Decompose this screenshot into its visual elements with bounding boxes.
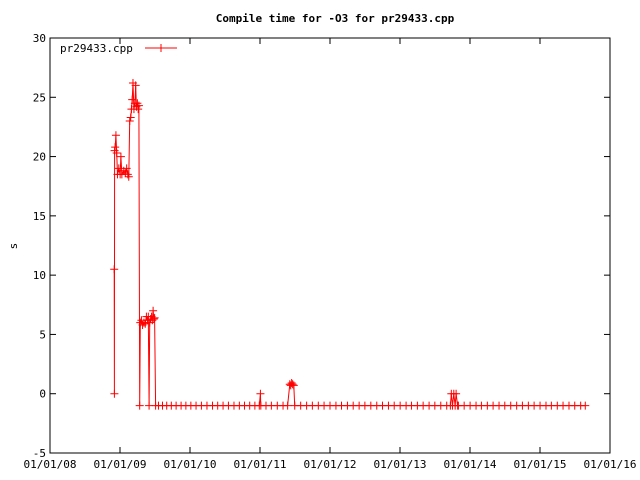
y-tick-label: 0	[39, 388, 46, 401]
data-point	[111, 143, 120, 152]
x-tick-label: 01/01/14	[444, 458, 497, 471]
data-point	[452, 389, 461, 398]
x-tick-label: 01/01/13	[374, 458, 427, 471]
data-point	[581, 401, 590, 410]
x-axis-ticks: 01/01/08 01/01/09 01/01/10 01/01/11 01/01/12…	[24, 38, 637, 471]
data-point	[116, 152, 125, 161]
x-tick-label: 01/01/08	[24, 458, 77, 471]
data-point	[112, 149, 121, 158]
x-tick-label: 01/01/11	[234, 458, 287, 471]
series-pr29433	[110, 79, 590, 410]
data-point	[134, 105, 143, 114]
y-axis-ticks: -5 0 5 10 15 20 25 30	[33, 32, 610, 460]
y-tick-label: 20	[33, 151, 46, 164]
series-points	[110, 79, 590, 410]
data-point	[124, 172, 133, 181]
data-point	[134, 101, 143, 110]
data-point	[283, 401, 292, 410]
y-tick-label: 25	[33, 91, 46, 104]
x-tick-label: 01/01/16	[584, 458, 637, 471]
data-point	[288, 380, 297, 389]
data-point	[135, 401, 144, 410]
data-point	[110, 265, 119, 274]
data-point	[131, 81, 140, 90]
x-tick-label: 01/01/12	[304, 458, 357, 471]
data-point	[122, 164, 131, 173]
data-point	[149, 315, 158, 324]
data-point	[111, 131, 120, 140]
x-tick-label: 01/01/09	[94, 458, 147, 471]
y-tick-label: -5	[33, 447, 46, 460]
legend: pr29433.cpp	[60, 42, 177, 55]
data-point	[114, 164, 123, 173]
legend-label: pr29433.cpp	[60, 42, 133, 55]
y-tick-label: 30	[33, 32, 46, 45]
data-point	[126, 113, 135, 122]
data-point	[110, 389, 119, 398]
data-point	[125, 117, 134, 125]
x-tick-label: 01/01/10	[164, 458, 217, 471]
y-tick-label: 10	[33, 269, 46, 282]
y-axis-label: s	[7, 243, 20, 250]
series-line	[113, 83, 586, 407]
y-tick-label: 15	[33, 210, 46, 223]
data-point	[289, 381, 298, 390]
data-point	[149, 306, 158, 315]
y-tick-label: 5	[39, 328, 46, 341]
chart-title: Compile time for -O3 for pr29433.cpp	[216, 12, 455, 25]
data-point	[256, 389, 265, 398]
x-tick-label: 01/01/15	[514, 458, 567, 471]
data-point	[150, 313, 159, 322]
legend-marker	[157, 44, 165, 52]
